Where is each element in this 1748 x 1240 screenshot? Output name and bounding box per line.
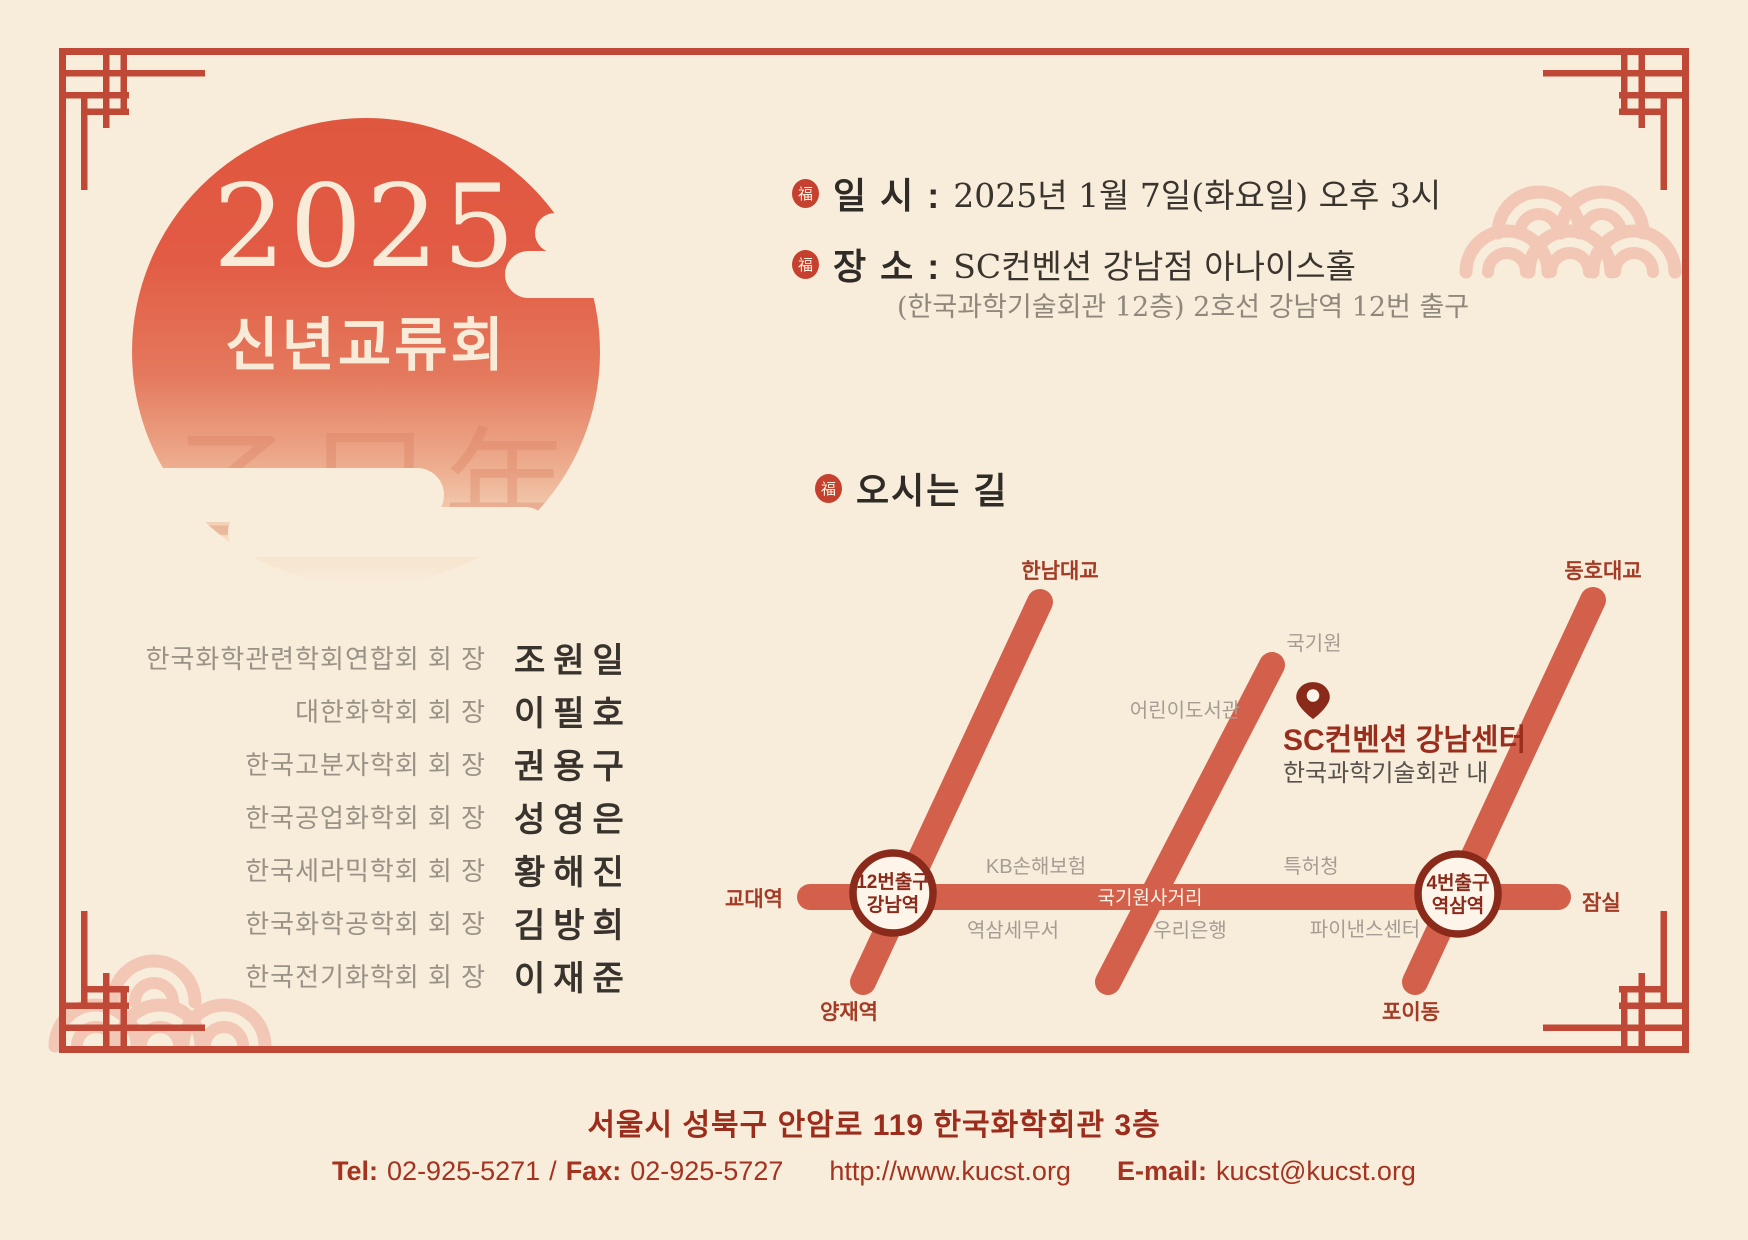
signatory-name: 성영은 (514, 800, 632, 839)
signatory-row: 한국세라믹학회 회 장 황해진 (130, 849, 632, 892)
datetime-label: 일 시 : (833, 175, 942, 216)
map-label-jamsil: 잠실 (1582, 892, 1621, 915)
cloud-motif (535, 213, 653, 253)
station-gangnam-name: 강남역 (867, 894, 919, 916)
fortune-badge-icon: 福 (792, 178, 819, 208)
fax-label: Fax: (565, 1156, 622, 1186)
tel-value: 02-925-5271 (387, 1156, 541, 1186)
map-label-patent-office: 특허청 (1283, 855, 1338, 878)
station-gangnam-exit: 12번출구 (856, 871, 930, 893)
road-gukgiwon (1095, 652, 1285, 995)
footer-email: E-mail: kucst@kucst.org (1117, 1156, 1416, 1187)
signatory-org: 한국공업화학회 회 장 (245, 802, 486, 833)
map-label-children-library: 어린이도서관 (1130, 699, 1240, 722)
footer-address: 서울시 성북구 안암로 119 한국화학회관 3층 (587, 1109, 1161, 1142)
map-label-gyodae: 교대역 (725, 888, 783, 911)
signatory-row: 한국화학관련학회연합회 회 장 조원일 (130, 637, 632, 680)
signatory-name: 이필호 (514, 694, 632, 733)
email-label: E-mail: (1116, 1156, 1207, 1186)
venue-value: SC컨벤션 강남점 아나이스홀 (953, 247, 1357, 286)
location-pin-icon (1296, 682, 1330, 720)
map-venue-name: SC컨벤션 강남센터 (1283, 724, 1526, 757)
road-hannam-yangjae (850, 589, 1053, 995)
corner-ornament-bottom-right (1543, 911, 1689, 1053)
map-label-crossroad: 국기원사거리 (1098, 887, 1203, 909)
station-yeoksam: 4번출구 역삼역 (1414, 850, 1502, 938)
map-label-poi-dong: 포이동 (1382, 1001, 1440, 1024)
signatory-name: 황해진 (514, 853, 632, 892)
tel-label: Tel: (332, 1156, 379, 1186)
road-dongho-poi (1402, 587, 1606, 995)
corner-ornament-top-left (59, 48, 205, 190)
venue-note: (한국과학기술회관 12층) 2호선 강남역 12번 출구 (897, 292, 1470, 323)
fax-value: 02-925-5727 (630, 1156, 784, 1186)
signatory-row: 한국전기화학회 회 장 이재준 (130, 955, 632, 998)
separator: / (549, 1156, 557, 1186)
wave-motif-top-right (1466, 192, 1675, 272)
footer-website: http://www.kucst.org (829, 1156, 1071, 1186)
signatory-org: 대한화학회 회 장 (295, 696, 486, 727)
station-yeoksam-name: 역삼역 (1432, 895, 1484, 917)
map-label-woori-bank: 우리은행 (1153, 919, 1227, 942)
map-label-tax-office: 역삼세무서 (967, 919, 1059, 942)
signatory-name: 김방희 (514, 906, 632, 945)
corner-ornament-top-right (1543, 48, 1689, 190)
datetime-value: 2025년 1월 7일(화요일) 오후 3시 (953, 176, 1442, 215)
signatory-org: 한국고분자학회 회 장 (245, 749, 486, 780)
directions-title-row: 福 오시는 길 (815, 462, 1008, 514)
cloud-motif (228, 507, 550, 557)
signatory-row: 대한화학회 회 장 이필호 (130, 690, 632, 733)
footer-contact: Tel: 02-925-5271 / Fax: 02-925-5727 http… (0, 1156, 1748, 1187)
station-gangnam: 12번출구 강남역 (849, 849, 937, 937)
signatory-row: 한국공업화학회 회 장 성영은 (130, 796, 632, 839)
venue-label: 장 소 : (833, 246, 942, 287)
email-value: kucst@kucst.org (1215, 1156, 1416, 1186)
map-label-dongho-bridge: 동호대교 (1564, 560, 1641, 583)
station-yeoksam-exit: 4번출구 (1426, 872, 1489, 894)
map-label-hannam-bridge: 한남대교 (1021, 560, 1098, 583)
map-label-kb-insurance: KB손해보험 (986, 855, 1086, 878)
signatories-list: 한국화학관련학회연합회 회 장 조원일 대한화학회 회 장 이필호 한국고분자학… (130, 637, 632, 1008)
event-title: 신년교류회 (225, 311, 507, 379)
map-label-yangjae: 양재역 (820, 1001, 878, 1024)
signatory-org: 한국세라믹학회 회 장 (245, 855, 486, 886)
map-label-finance-center: 파이낸스센터 (1310, 918, 1420, 941)
signatory-row: 한국고분자학회 회 장 권용구 (130, 743, 632, 786)
map-label-gukgiwon: 국기원 (1286, 632, 1341, 655)
year-text: 2025 (212, 160, 520, 293)
signatory-name: 이재준 (514, 959, 632, 998)
signatory-org: 한국전기화학회 회 장 (245, 961, 486, 992)
signatory-row: 한국화학공학회 회 장 김방희 (130, 902, 632, 945)
fortune-badge-icon: 福 (815, 473, 842, 503)
datetime-row: 福 일 시 : 2025년 1월 7일(화요일) 오후 3시 (792, 167, 1441, 219)
signatory-org: 한국화학관련학회연합회 회 장 (145, 643, 486, 674)
signatory-org: 한국화학공학회 회 장 (245, 908, 486, 939)
signatory-name: 조원일 (514, 641, 632, 680)
map-venue-sub: 한국과학기술회관 내 (1283, 760, 1488, 787)
directions-title: 오시는 길 (856, 470, 1009, 511)
venue-row: 福 장 소 : SC컨벤션 강남점 아나이스홀 (792, 238, 1356, 290)
footer-tel-fax: Tel: 02-925-5271 / Fax: 02-925-5727 (332, 1156, 783, 1187)
signatory-name: 권용구 (514, 747, 632, 786)
fortune-badge-icon: 福 (792, 249, 819, 279)
cloud-motif (505, 251, 667, 298)
